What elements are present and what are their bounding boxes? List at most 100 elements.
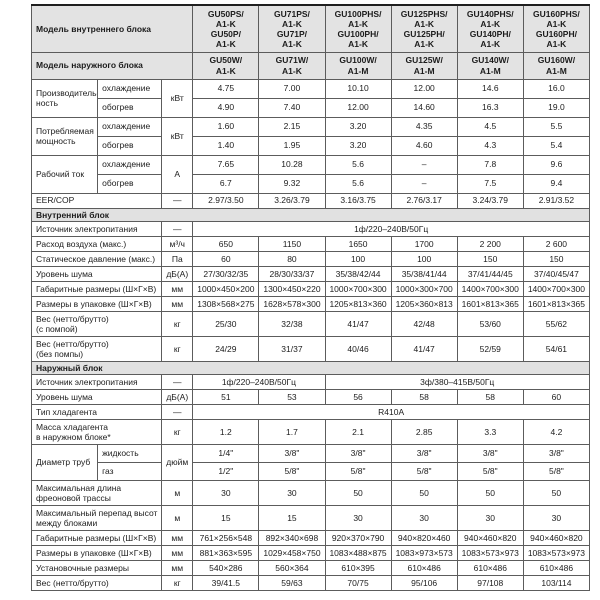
value-cell: 37/40/45/47: [522, 265, 591, 282]
table-row: Вес (нетто/брутто) кг 39/41.5 59/63 70/75 95/…: [30, 574, 591, 591]
value-cell: 2 200: [456, 235, 524, 252]
sub-row-label: охлаждение: [97, 78, 163, 99]
value-cell: 1083×573×973: [456, 544, 524, 561]
table-row: Источник электропитания —1ф/220–240В/50Гц…: [30, 373, 590, 390]
unit-cell: А: [161, 154, 194, 194]
value-cell: 1300×450×220: [258, 280, 326, 297]
value-cell: 6.7: [192, 173, 260, 194]
row-label: Уровень шума: [30, 388, 163, 405]
value-cell: 55/62: [522, 310, 591, 337]
row-label: Потребляемая мощность: [30, 116, 99, 156]
value-cell: 28/30/33/37: [258, 265, 326, 282]
value-cell: 610×395: [324, 559, 392, 576]
value-cell: 2.91/3.52: [522, 192, 591, 209]
value-cell: 1.40: [192, 135, 260, 156]
model-header-cell: GU100PHS/ A1-K GU100PH/ A1-K: [324, 4, 392, 53]
unit-cell: дБ(А): [161, 388, 194, 405]
value-cell: 3.26/3.79: [258, 192, 326, 209]
unit-cell: дБ(А): [161, 265, 194, 282]
spec-sheet: Модель внутреннего блока GU50PS/ A1-K GU5…: [30, 4, 591, 591]
value-cell: 19.0: [522, 97, 591, 118]
value-cell: 5/8": [456, 461, 524, 481]
value-cell: 150: [522, 250, 591, 267]
value-cell: 27/30/32/35: [192, 265, 260, 282]
unit-cell: кг: [161, 310, 194, 337]
unit-cell: мм: [161, 544, 194, 561]
table-row: обогрев 6.7 9.32 5.6–7.5 9.4: [32, 173, 591, 194]
row-label: Установочные размеры: [30, 559, 163, 576]
value-cell: 3.24/3.79: [456, 192, 524, 209]
unit-cell: —: [161, 192, 194, 209]
table-row: Максимальный перепад высот между блоками…: [30, 504, 591, 531]
sub-row-label: жидкость: [97, 443, 163, 463]
value-cell: 5/8": [390, 461, 458, 481]
value-cell: 1000×700×300: [324, 280, 392, 297]
table-row: Габаритные размеры (Ш×Г×В) мм 761×256×548 8…: [30, 529, 591, 546]
value-cell: 9.4: [522, 173, 591, 194]
table-row: Уровень шума дБ(А) 51 53 56 58 58 60: [30, 388, 591, 405]
value-cell: 25/30: [192, 310, 260, 337]
row-label: Габаритные размеры (Ш×Г×В): [30, 529, 163, 546]
value-cell: 7.40: [258, 97, 326, 118]
table-row: Производитель- ность охлаждение кВт 4.75 7.0…: [30, 78, 591, 118]
unit-cell: Па: [161, 250, 194, 267]
value-cell: 940×460×820: [522, 529, 591, 546]
value-cell: 610×486: [390, 559, 458, 576]
table-row: обогрев 1.40 1.95 3.20 4.60 4.3 5.4: [32, 135, 591, 156]
table-row: Расход воздуха (макс.) м³/ч 650 1150 1650 170…: [30, 235, 591, 252]
value-cell: 97/108: [456, 574, 524, 591]
value-cell: 1029×458×750: [258, 544, 326, 561]
value-cell: 1400×700×300: [522, 280, 591, 297]
table-row: Размеры в упаковке (Ш×Г×В) мм 881×363×595 1…: [30, 544, 591, 561]
value-cell: 7.00: [258, 78, 326, 99]
value-cell: 2.1: [324, 418, 392, 445]
table-row: Диаметр труб жидкость дюйм 1/4" 3/8" 3/8" 3/8"…: [30, 443, 591, 481]
value-cell: 95/106: [390, 574, 458, 591]
value-cell: 892×340×698: [258, 529, 326, 546]
value-cell: 1700: [390, 235, 458, 252]
value-cell: 16.0: [522, 78, 591, 99]
value-cell: 940×460×820: [456, 529, 524, 546]
value-cell: 3/8": [258, 443, 326, 463]
row-label: Максимальный перепад высот между блоками: [30, 504, 163, 531]
value-cell: 3.3: [456, 418, 524, 445]
value-cell: –: [390, 173, 458, 194]
value-cell: 1400×700×300: [456, 280, 524, 297]
unit-cell: кг: [161, 574, 194, 591]
row-label: Максимальная длина фреоновой трассы: [30, 479, 163, 506]
value-cell: 4.3: [456, 135, 524, 156]
value-cell: 50: [456, 479, 524, 506]
value-cell: 2.15: [258, 116, 326, 137]
spec-table-body: Модель внутреннего блока GU50PS/ A1-K GU5…: [30, 4, 591, 591]
value-cell: 35/38/42/44: [324, 265, 392, 282]
unit-cell: —: [161, 373, 194, 390]
model-header-cell: GU140W/ A1-M: [456, 51, 524, 80]
value-cell: 15: [258, 504, 326, 531]
row-label: Расход воздуха (макс.): [30, 235, 163, 252]
sub-row-label: обогрев: [97, 173, 163, 194]
value-cell: 2.85: [390, 418, 458, 445]
value-cell: 5.4: [522, 135, 591, 156]
value-cell: 2 600: [522, 235, 591, 252]
row-label: Размеры в упаковке (Ш×Г×В): [30, 544, 163, 561]
sub-row-label: охлаждение: [97, 154, 163, 175]
model-header-cell: GU160W/ A1-M: [522, 51, 591, 80]
row-label: Рабочий ток: [30, 154, 99, 194]
table-row: Тип хладагента — R410A: [30, 403, 590, 420]
table-row: обогрев 4.90 7.40 12.00 14.60 16.3 19.0: [32, 97, 591, 118]
value-cell: 3/8": [324, 443, 392, 463]
value-cell: 1.95: [258, 135, 326, 156]
unit-cell: кг: [161, 418, 194, 445]
value-cell: 610×486: [456, 559, 524, 576]
value-cell: 1628×578×300: [258, 295, 326, 312]
value-cell: 100: [324, 250, 392, 267]
value-cell: 37/41/44/45: [456, 265, 524, 282]
model-header-cell: GU140PHS/ A1-K GU140PH/ A1-K: [456, 4, 524, 53]
value-cell: 1601×813×365: [522, 295, 591, 312]
row-label: Масса хладагента в наружном блоке*: [30, 418, 163, 445]
value-cell: 4.35: [390, 116, 458, 137]
value-cell: 53/60: [456, 310, 524, 337]
model-header-cell: GU71PS/ A1-K GU71P/ A1-K: [258, 4, 326, 53]
value-cell: 4.2: [522, 418, 591, 445]
section-header: Внутренний блок: [31, 207, 590, 222]
